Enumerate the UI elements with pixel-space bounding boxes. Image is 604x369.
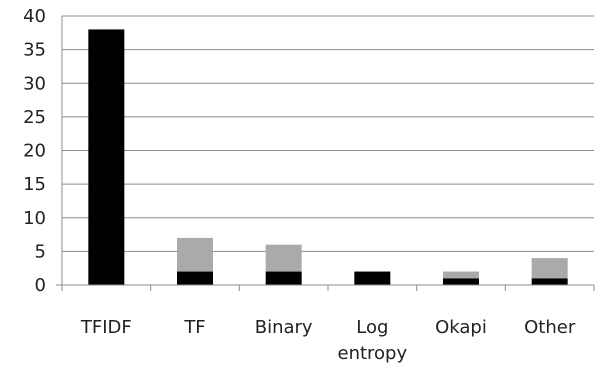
y-tick-label: 15 [23, 174, 46, 195]
x-tick-label: entropy [338, 343, 408, 364]
x-tick-label: Binary [255, 317, 313, 338]
y-tick-label: 20 [23, 141, 46, 162]
y-tick-label: 25 [23, 107, 46, 128]
bar-0-0 [88, 29, 125, 286]
bar-0-3 [354, 271, 391, 285]
bar-1-1 [177, 237, 213, 272]
y-tick-label: 35 [23, 40, 46, 61]
bar-1-5 [531, 258, 568, 279]
x-tick-label: TF [183, 317, 205, 338]
x-tick-label: TFIDF [80, 317, 132, 338]
bar-0-5 [531, 278, 568, 285]
x-tick-label: Okapi [435, 317, 487, 338]
bar-0-2 [265, 271, 302, 285]
y-tick-label: 30 [23, 73, 46, 94]
bar-1-2 [265, 244, 302, 272]
y-tick-label: 5 [35, 241, 46, 262]
x-tick-label: Other [524, 317, 576, 338]
bar-1-4 [443, 271, 479, 279]
bar-0-1 [177, 271, 213, 285]
y-tick-label: 10 [23, 208, 46, 229]
bar-0-4 [443, 278, 479, 285]
x-tick-label: Log [356, 317, 388, 338]
y-tick-label: 40 [23, 6, 46, 27]
y-tick-label: 0 [35, 275, 46, 296]
